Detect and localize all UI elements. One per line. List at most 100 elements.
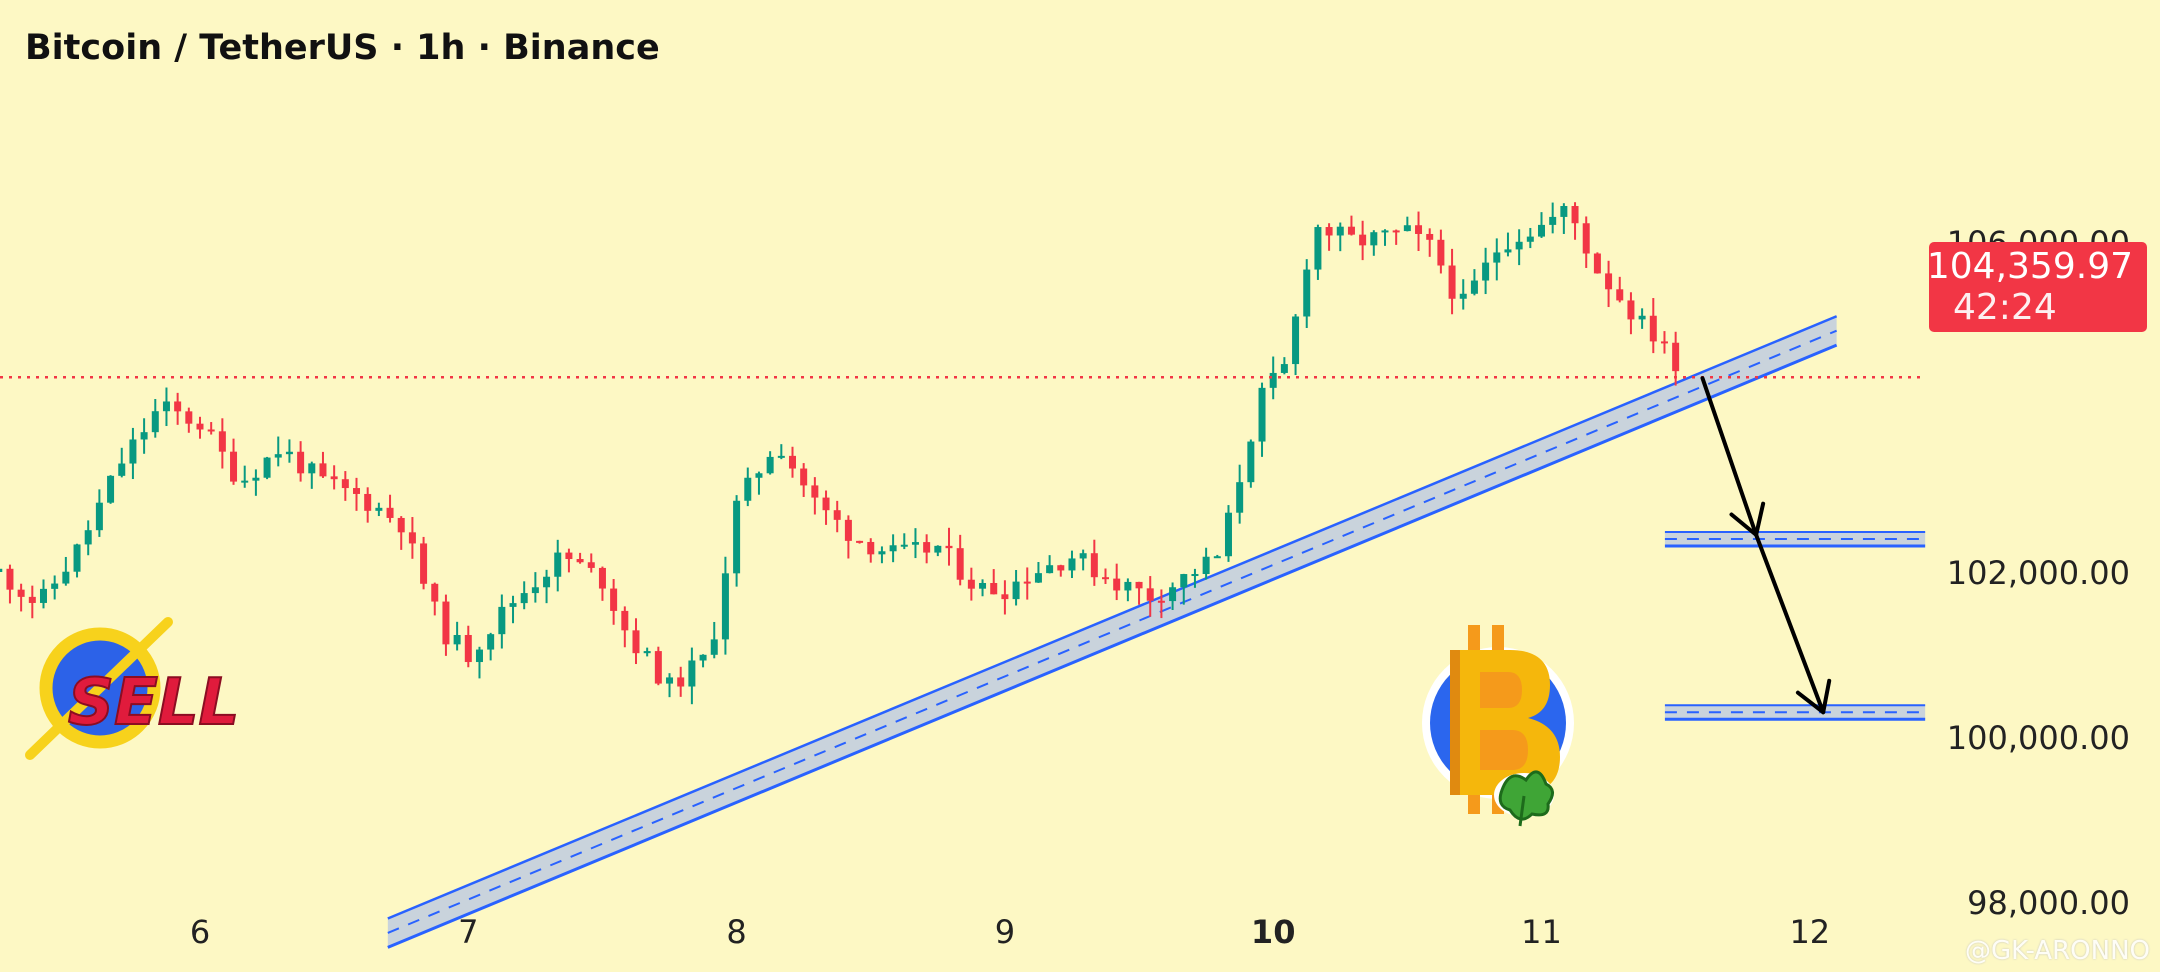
candle <box>1470 269 1478 296</box>
candle <box>1224 505 1232 562</box>
candle-body <box>911 542 919 545</box>
candle-body <box>1314 227 1322 270</box>
candle <box>1627 292 1635 335</box>
candle <box>1090 539 1098 586</box>
candle <box>353 477 361 511</box>
bar-countdown: 42:24 <box>1953 287 2057 328</box>
candle <box>1236 464 1244 524</box>
candle-body <box>341 479 349 489</box>
candle <box>218 418 226 469</box>
candle <box>1392 229 1400 245</box>
candle <box>1292 314 1300 376</box>
projection-segment <box>1700 376 1759 537</box>
candle-body <box>867 541 875 555</box>
candle-body <box>1347 226 1355 235</box>
candle <box>285 439 293 463</box>
candle-body <box>1213 556 1221 559</box>
candle-body <box>386 507 394 518</box>
overlay-layer <box>0 376 1926 721</box>
candle-body <box>1593 253 1601 274</box>
candle <box>431 582 439 616</box>
candle <box>788 446 796 478</box>
candle-body <box>475 649 483 663</box>
candle-body <box>28 596 36 603</box>
candle-body <box>1660 341 1668 344</box>
candle <box>1269 356 1277 400</box>
candle-body <box>688 660 696 687</box>
candle <box>923 534 931 564</box>
candle <box>84 520 92 556</box>
candle-body <box>364 493 372 511</box>
candle <box>1124 578 1132 602</box>
candle <box>1638 308 1646 329</box>
candle <box>509 595 517 624</box>
candle-body <box>84 530 92 545</box>
candle <box>162 387 170 427</box>
candle-body <box>218 431 226 452</box>
x-tick-label: 7 <box>458 913 478 951</box>
candle-body <box>1046 565 1054 574</box>
candle-body <box>1605 273 1613 290</box>
candle-body <box>587 562 595 568</box>
candle-body <box>967 579 975 589</box>
candle <box>1303 259 1311 328</box>
candle <box>498 594 506 649</box>
candle-body <box>733 500 741 574</box>
candle <box>1247 439 1255 488</box>
candle <box>28 585 36 619</box>
candle <box>1426 228 1434 257</box>
sell-badge-icon: SELL <box>25 617 240 760</box>
candle <box>1280 357 1288 375</box>
candle <box>699 654 707 668</box>
candle <box>39 579 47 609</box>
candle <box>487 632 495 661</box>
candle-body <box>1202 556 1210 575</box>
candle <box>543 569 551 604</box>
candle-body <box>1616 289 1624 301</box>
candle-body <box>1482 262 1490 281</box>
candle-body <box>1560 206 1568 217</box>
candle-body <box>230 451 238 482</box>
candle-body <box>610 588 618 611</box>
candle <box>73 543 81 578</box>
candle <box>151 399 159 438</box>
candle-body <box>397 517 405 533</box>
candle <box>856 540 864 544</box>
candle-body <box>777 455 785 458</box>
candle-body <box>1012 581 1020 600</box>
candle <box>1403 216 1411 232</box>
candle-body <box>73 544 81 572</box>
candle <box>442 594 450 656</box>
candle <box>1314 224 1322 280</box>
candle-body <box>39 588 47 603</box>
candle-body <box>1001 594 1009 600</box>
author-watermark: @GK-ARONNO <box>1965 936 2150 966</box>
target-zone-1 <box>1664 532 1926 546</box>
candle <box>330 465 338 490</box>
candle <box>1336 222 1344 252</box>
support-channel-mid <box>387 329 1838 934</box>
candle-body <box>1493 252 1501 263</box>
candle-body <box>900 544 908 547</box>
candle <box>140 418 148 454</box>
candle-body <box>677 677 685 687</box>
candle <box>867 538 875 563</box>
candle-body <box>6 568 14 590</box>
candle-body <box>241 480 249 483</box>
candle <box>833 500 841 533</box>
candle <box>654 646 662 686</box>
candle-body <box>643 651 651 654</box>
candle <box>811 477 819 515</box>
candle-body <box>1224 512 1232 557</box>
candle-body <box>51 583 59 589</box>
candle-body <box>856 540 864 543</box>
y-tick-label: 98,000.00 <box>1967 884 2130 922</box>
candle <box>1135 581 1143 605</box>
candle <box>844 515 852 559</box>
candle-body <box>252 477 260 481</box>
candle <box>1012 570 1020 606</box>
candle-body <box>788 455 796 469</box>
candle-body <box>196 423 204 430</box>
projection-arrowhead <box>1795 678 1832 715</box>
